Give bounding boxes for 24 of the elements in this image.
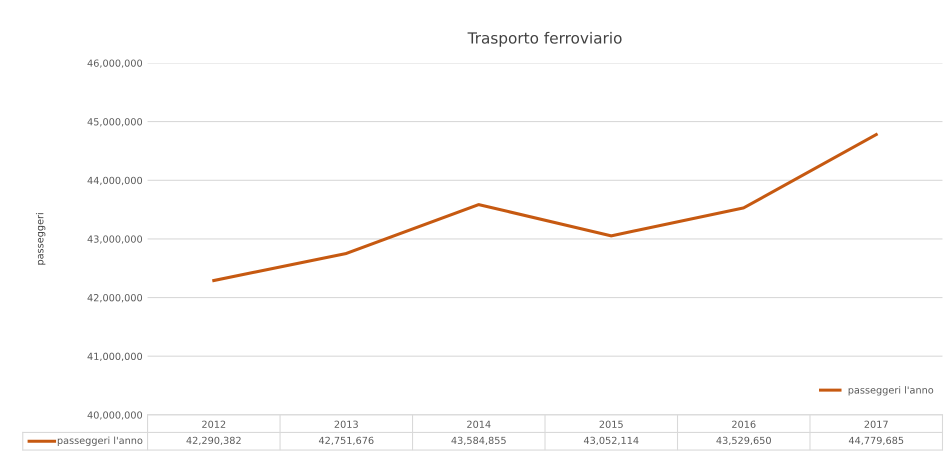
data-label: 43,052,114 (584, 436, 639, 446)
text: passeggeri l'anno (58, 436, 142, 446)
data-label: 42,290,382 (186, 436, 241, 446)
x-tick-label: 2015 (600, 420, 623, 428)
y-tick-label: 44,000,000 (88, 176, 142, 186)
y-tick-label: 45,000,000 (88, 118, 142, 126)
y-axis-title: passeggeri (36, 213, 46, 265)
y-tick-label: 43,000,000 (88, 235, 142, 244)
y-tick-label: 46,000,000 (88, 59, 142, 68)
y-tick-label: 42,000,000 (88, 294, 142, 302)
y-tick-label: 40,000,000 (88, 411, 142, 420)
legend-label: passeggeri l'anno (848, 386, 934, 396)
x-tick-label: 2012 (202, 420, 226, 428)
data-label: 42,751,676 (318, 436, 374, 446)
x-tick-label: 2013 (334, 420, 358, 428)
x-tick-label: 2014 (467, 420, 491, 428)
data-label: 43,584,855 (451, 436, 506, 446)
x-tick-label: 2017 (864, 420, 888, 428)
data-label: 44,779,685 (848, 436, 904, 446)
chart-title: Trasporto ferroviario (468, 32, 622, 47)
x-tick-label: 2016 (732, 420, 756, 428)
data-label: 43,529,650 (716, 436, 771, 446)
line-series (212, 133, 878, 282)
y-tick-label: 41,000,000 (88, 352, 142, 362)
